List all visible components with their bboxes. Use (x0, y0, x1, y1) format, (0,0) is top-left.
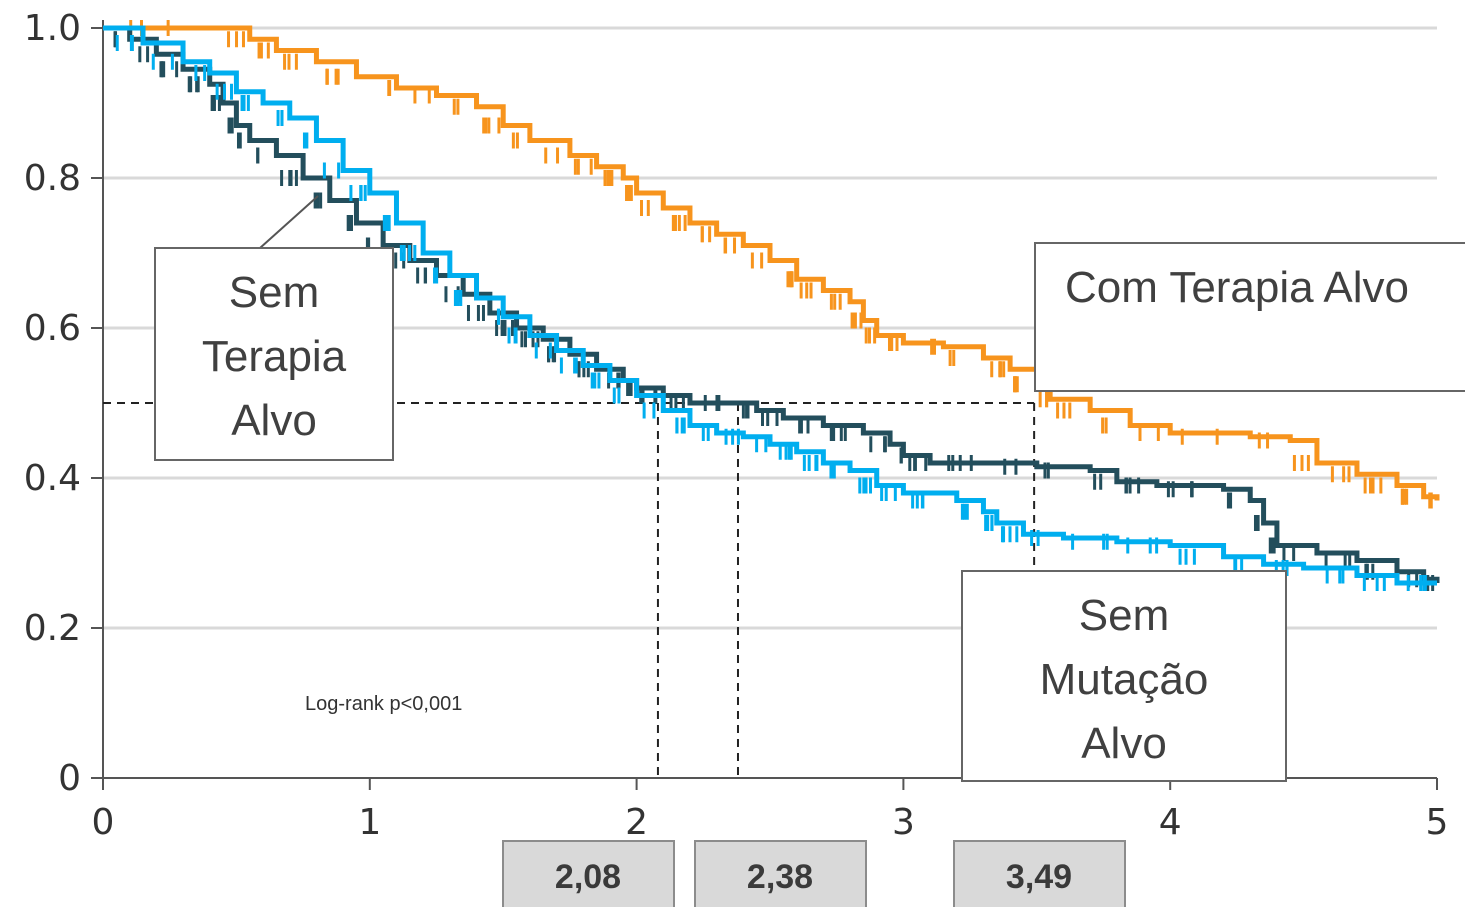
median-value-box (502, 840, 675, 907)
median-value-box (953, 840, 1126, 907)
y-tick-label: 0.6 (24, 308, 81, 349)
series-label-text: Com Terapia Alvo (1065, 263, 1409, 312)
label-leader-line (259, 195, 319, 249)
median-value-label: 2,08 (555, 858, 621, 896)
series-label-box (1034, 242, 1465, 392)
series-label-text: Mutação (1040, 655, 1209, 704)
survival-curve-1 (103, 25, 1440, 583)
series-label-text: Alvo (1081, 719, 1167, 768)
median-value-box (694, 840, 867, 907)
series-label-box (154, 247, 394, 461)
x-tick-label: 2 (625, 802, 648, 843)
log-rank-annotation: Log-rank p<0,001 (305, 693, 462, 715)
x-tick-label: 0 (92, 802, 115, 843)
survival-curve-0 (103, 25, 1440, 501)
y-tick-label: 0.2 (24, 608, 81, 649)
series-label-text: Sem (229, 268, 319, 317)
survival-curve-2 (103, 25, 1437, 586)
y-tick-label: 0.4 (24, 458, 81, 499)
median-value-label: 3,49 (1006, 858, 1072, 896)
y-tick-label: 1.0 (24, 8, 81, 49)
median-value-labels: 2,08 2,38 3,49 (502, 840, 1126, 907)
x-tick-label: 4 (1159, 802, 1182, 843)
x-tick-label: 1 (358, 802, 381, 843)
series-label-text: Terapia (202, 332, 347, 381)
y-tick-label: 0.8 (24, 158, 81, 199)
series-label-box (961, 570, 1287, 782)
series-label-text: Alvo (231, 396, 317, 445)
series-label-boxes: Com Terapia Alvo Sem Terapia Alvo Sem Mutação… (154, 195, 1465, 782)
series-label-text: Sem (1079, 591, 1169, 640)
x-tick-label: 3 (892, 802, 915, 843)
x-tick-labels: 0 1 2 3 4 5 (92, 802, 1449, 843)
y-tick-label: 0 (58, 758, 81, 799)
y-tick-labels: 0 0.2 0.4 0.6 0.8 1.0 (24, 8, 81, 799)
x-tick-label: 5 (1426, 802, 1449, 843)
median-value-label: 2,38 (747, 858, 813, 896)
